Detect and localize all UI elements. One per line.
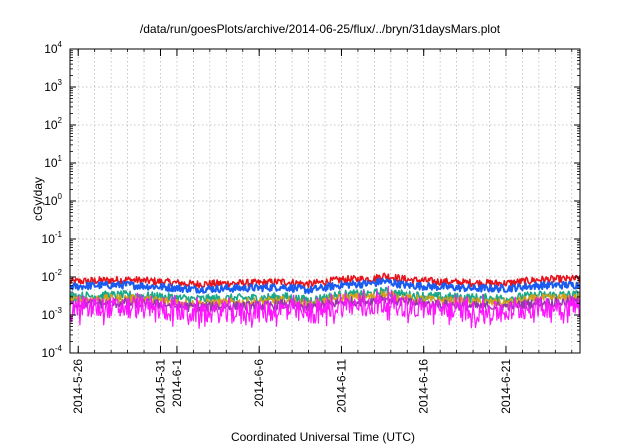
y-tick-label: 103: [44, 78, 62, 94]
x-tick-label: 2014-6-11: [334, 359, 348, 413]
y-tick-label: 10-3: [42, 306, 63, 322]
y-tick-label: 10-2: [42, 268, 63, 284]
series-line-6: [70, 285, 580, 329]
y-tick-label: 100: [44, 192, 62, 208]
y-tick-label: 102: [44, 116, 62, 132]
x-tick-label: 2014-6-16: [417, 359, 431, 414]
x-tick-label: 2014-6-6: [252, 359, 266, 407]
series-layer: [70, 272, 580, 329]
x-tick-label: 2014-6-1: [170, 359, 184, 407]
series-line-1: [70, 272, 580, 289]
axis-ticks: 10-4 10-3 10-2 10-1 100 101 102 103 104 2014-5-26…: [42, 40, 580, 414]
x-axis-label: Coordinated Universal Time (UTC): [231, 430, 415, 444]
series-line-2: [70, 277, 580, 295]
chart-title: /data/run/goesPlots/archive/2014-06-25/f…: [140, 22, 501, 36]
x-tick-label: 2014-5-31: [153, 359, 167, 414]
y-axis-label: cGy/day: [31, 177, 45, 221]
y-tick-label: 101: [44, 154, 62, 170]
y-tick-label: 104: [44, 40, 62, 56]
y-tick-label: 10-1: [42, 230, 63, 246]
x-tick-label: 2014-5-26: [71, 359, 85, 414]
x-tick-label: 2014-6-21: [499, 359, 513, 414]
y-tick-label: 10-4: [42, 344, 63, 360]
